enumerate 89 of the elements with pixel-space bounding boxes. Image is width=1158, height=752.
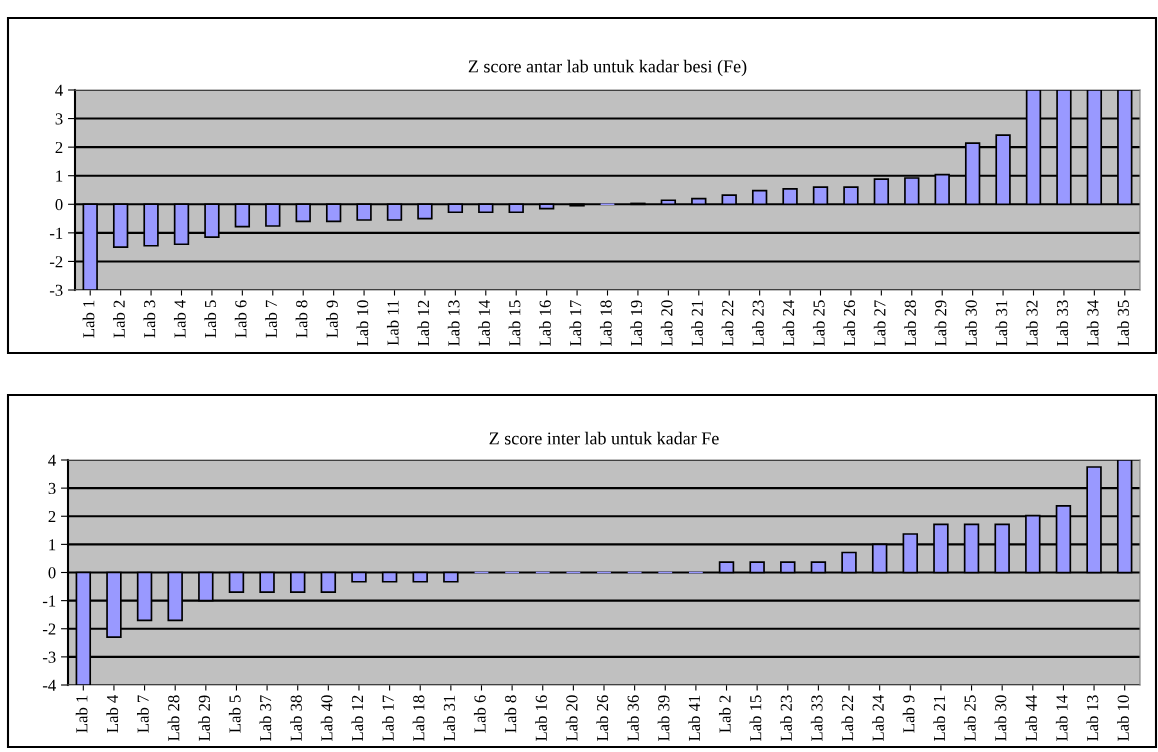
x-tick-label: Lab 17	[569, 300, 582, 346]
x-tick-label: Lab 1	[75, 695, 88, 733]
y-tick-label: 3	[48, 482, 56, 495]
x-tick-label: Lab 28	[904, 300, 916, 346]
y-tick-label: -2	[49, 256, 63, 268]
x-tick-label: Lab 40	[320, 695, 333, 741]
x-tick-label: Lab 36	[627, 695, 639, 741]
x-tick-label: Lab 24	[782, 299, 795, 346]
x-tick-label: Lab 22	[841, 695, 854, 741]
x-tick-label: Lab 5	[204, 300, 217, 338]
x-tick-label: Lab 37	[259, 695, 272, 741]
x-tick-label: Lab 23	[752, 300, 764, 346]
x-tick-label: Lab 14	[478, 299, 490, 346]
x-tick-label: Lab 30	[994, 695, 1007, 741]
y-tick-label: -3	[42, 651, 56, 663]
x-tick-label: Lab 30	[965, 300, 977, 346]
x-tick-label: Lab 3	[143, 300, 156, 338]
y-tick-label: 1	[49, 539, 56, 551]
x-tick-label: Lab 32	[1025, 300, 1038, 346]
x-tick-label: Lab 21	[691, 300, 703, 346]
x-tick-label: Lab 18	[412, 695, 425, 741]
x-tick-label: Lab 20	[660, 300, 673, 346]
x-tick-label: Lab 29	[934, 300, 947, 346]
x-tick-label: Lab 41	[688, 695, 701, 741]
y-tick-label: -4	[42, 679, 56, 691]
x-tick-label: Lab 28	[167, 695, 180, 741]
x-tick-label: Lab 14	[1055, 694, 1068, 741]
x-tick-label: Lab 9	[902, 695, 915, 733]
x-tick-label: Lab 11	[386, 300, 399, 346]
x-tick-label: Lab 31	[995, 300, 1008, 346]
x-tick-label: Lab 8	[295, 300, 308, 338]
x-tick-label: Lab 12	[417, 300, 430, 346]
x-tick-label: Lab 10	[1117, 695, 1129, 741]
y-tick-label: 0	[48, 567, 56, 579]
y-tick-label: 1	[56, 170, 63, 182]
x-tick-label: Lab 8	[504, 695, 517, 733]
x-tick-label: Lab 15	[749, 695, 762, 741]
x-tick-label: Lab 33	[810, 695, 823, 741]
x-tick-label: Lab 12	[351, 695, 364, 741]
x-tick-label: Lab 17	[382, 695, 394, 741]
x-tick-label: Lab 35	[1117, 300, 1129, 346]
x-tick-label: Lab 26	[843, 300, 856, 346]
x-tick-label: Lab 38	[290, 695, 302, 741]
x-tick-label: Lab 22	[721, 300, 734, 346]
x-tick-label: Lab 25	[812, 300, 825, 346]
chart-title: Z score inter lab untuk kadar Fe	[489, 431, 719, 445]
x-tick-label: Lab 34	[1086, 299, 1099, 346]
x-tick-label: Lab 18	[599, 300, 612, 346]
y-tick-label: -2	[42, 623, 56, 635]
x-tick-label: Lab 31	[443, 695, 456, 741]
y-tick-label: -3	[49, 284, 63, 296]
x-tick-label: Lab 44	[1025, 694, 1037, 741]
y-tick-label: -1	[49, 227, 63, 239]
x-tick-label: Lab 16	[535, 695, 547, 741]
y-tick-label: -1	[42, 595, 56, 607]
x-tick-label: Lab 16	[539, 300, 551, 346]
y-tick-label: 2	[48, 511, 56, 523]
x-tick-label: Lab 6	[234, 300, 247, 338]
x-tick-label: Lab 23	[780, 695, 792, 741]
x-tick-label: Lab 21	[933, 695, 946, 741]
x-tick-label: Lab 26	[596, 695, 609, 741]
y-tick-label: 4	[48, 454, 56, 466]
x-tick-label: Lab 33	[1056, 300, 1069, 346]
y-tick-label: 3	[55, 113, 63, 125]
x-tick-label: Lab 7	[265, 300, 277, 338]
x-tick-label: Lab 9	[326, 300, 338, 338]
x-tick-label: Lab 19	[630, 300, 643, 346]
x-tick-label: Lab 15	[508, 300, 521, 346]
x-tick-label: Lab 2	[113, 300, 125, 338]
x-tick-label: Lab 39	[657, 695, 670, 741]
x-tick-label: Lab 27	[873, 300, 886, 346]
y-tick-label: 4	[55, 84, 63, 96]
x-tick-label: Lab 29	[198, 695, 210, 741]
x-tick-label: Lab 20	[565, 695, 578, 741]
y-tick-label: 2	[55, 141, 63, 153]
chart-title: Z score antar lab untuk kadar besi (Fe)	[468, 59, 747, 77]
x-tick-label: Lab 5	[228, 695, 241, 733]
y-tick-label: 0	[55, 198, 63, 211]
x-tick-label: Lab 13	[447, 300, 460, 346]
x-tick-label: Lab 1	[82, 300, 95, 338]
x-tick-label: Lab 2	[718, 695, 731, 733]
x-tick-label: Lab 10	[356, 300, 369, 346]
x-tick-label: Lab 4	[173, 299, 186, 338]
x-tick-label: Lab 6	[473, 695, 486, 733]
x-tick-label: Lab 4	[106, 694, 119, 733]
x-tick-label: Lab 13	[1086, 695, 1099, 741]
x-tick-label: Lab 7	[137, 695, 149, 733]
x-tick-label: Lab 24	[872, 694, 884, 741]
x-tick-label: Lab 25	[963, 695, 976, 741]
